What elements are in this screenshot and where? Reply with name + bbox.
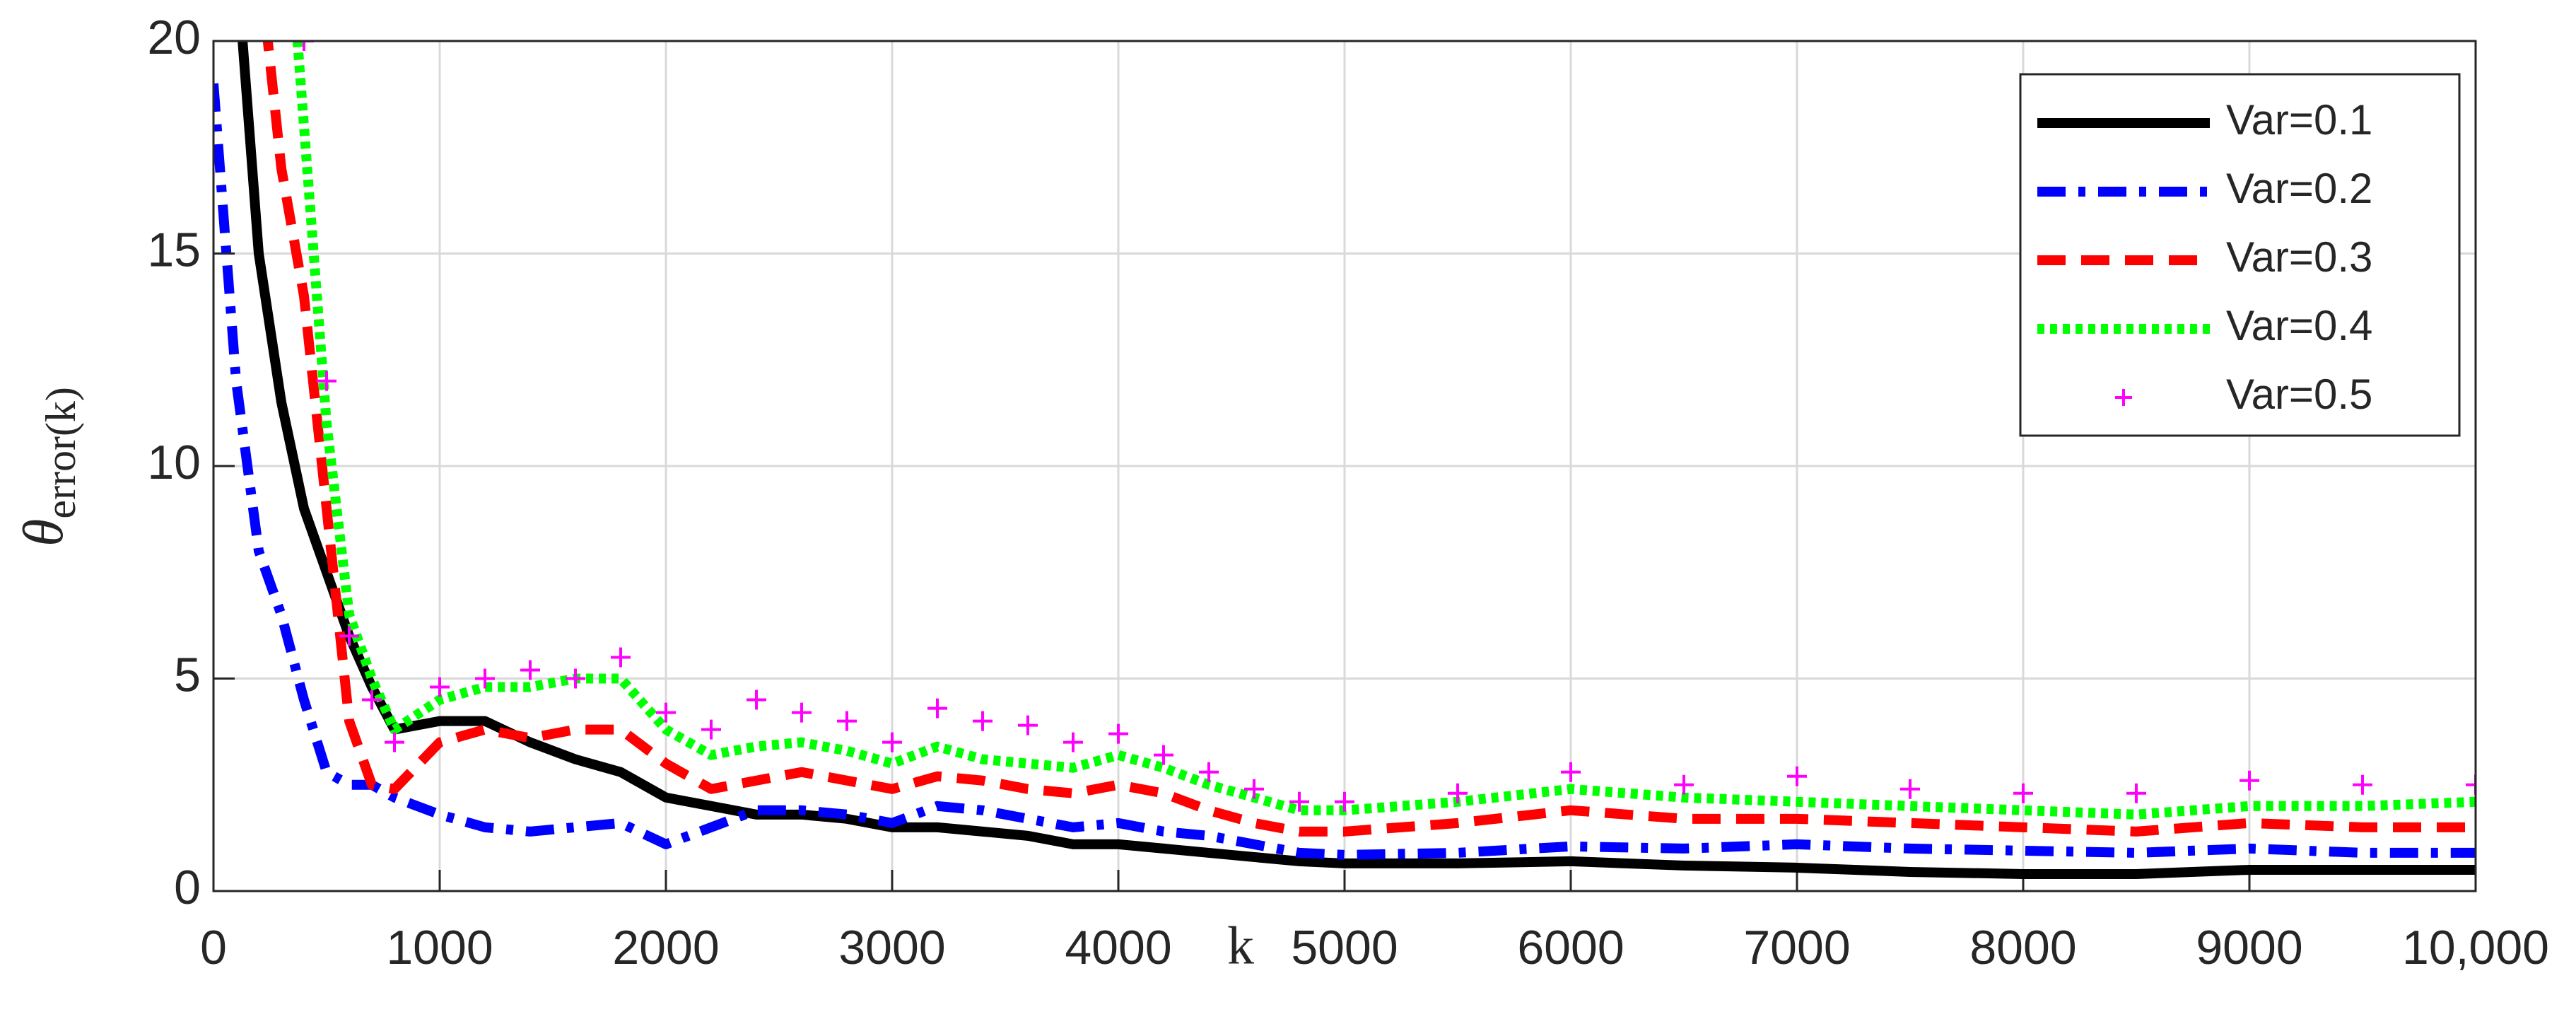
y-axis-label-symbol: θ: [13, 519, 75, 547]
data-point: [1199, 762, 1219, 782]
data-point: [475, 668, 495, 689]
data-point: [1063, 732, 1083, 752]
data-point: [1561, 762, 1581, 782]
data-point: [1244, 779, 1264, 799]
series-line: [238, 41, 2476, 879]
x-tick-label: 8000: [1969, 921, 2076, 974]
x-tick-label: 3000: [838, 921, 945, 974]
data-point: [1108, 723, 1128, 744]
legend-box: [2019, 73, 2461, 437]
data-point: [701, 719, 721, 740]
x-tick-label: 5000: [1291, 921, 1398, 974]
x-tick-label: 7000: [1743, 921, 1850, 974]
data-point: [430, 677, 450, 697]
x-tick-label: 2000: [612, 921, 719, 974]
data-point: [362, 690, 382, 710]
data-point: [611, 647, 631, 668]
y-tick-label: 10: [147, 436, 201, 489]
data-point: [2240, 770, 2259, 791]
y-axis-label: θerror(k): [13, 387, 83, 547]
data-point: [1335, 791, 1354, 812]
series-line: [213, 83, 2476, 860]
data-point: [2466, 774, 2476, 795]
y-tick-label: 15: [147, 223, 201, 277]
data-point: [973, 711, 993, 731]
x-tick-label: 0: [200, 921, 227, 974]
data-point: [927, 698, 947, 718]
data-point: [2013, 783, 2033, 803]
legend-label: Var=0.5: [2226, 371, 2372, 418]
y-tick-label: 5: [174, 648, 201, 702]
legend: Var=0.1 Var=0.2 Var=0.3 Var=0.4 Var=0.5: [2019, 73, 2461, 437]
x-tick-label: 10,000: [2402, 921, 2549, 974]
legend-label: Var=0.1: [2226, 96, 2372, 144]
data-point: [317, 371, 336, 391]
data-point: [566, 668, 585, 689]
data-point: [1289, 791, 1309, 812]
data-point: [1448, 783, 1468, 803]
y-tick-label: 0: [174, 861, 201, 914]
data-point: [1154, 745, 1173, 765]
y-tick-label: 20: [147, 11, 201, 64]
series-line: [262, 41, 2476, 837]
marks: [213, 41, 2476, 879]
data-point: [882, 732, 902, 752]
data-point: [1018, 715, 1038, 735]
data-point: [837, 711, 857, 731]
legend-label: Var=0.2: [2226, 165, 2372, 212]
x-tick-label: 9000: [2196, 921, 2302, 974]
data-point: [2126, 783, 2146, 803]
x-tick-label: 4000: [1065, 921, 1171, 974]
data-point: [339, 626, 359, 646]
data-point: [385, 732, 404, 752]
data-point: [792, 702, 812, 723]
legend-label: Var=0.3: [2226, 233, 2372, 281]
data-point: [520, 660, 540, 680]
x-axis-label: k: [1227, 916, 1254, 975]
data-point: [1787, 766, 1807, 786]
data-point: [1674, 774, 1694, 795]
data-point: [2353, 774, 2372, 795]
plot-frame: [212, 40, 2477, 892]
legend-label: Var=0.4: [2226, 302, 2372, 349]
x-tick-label: 6000: [1517, 921, 1624, 974]
data-point: [747, 690, 766, 710]
data-point: [1900, 779, 1920, 799]
x-tick-label: 1000: [386, 921, 493, 974]
y-axis-label-subscript: error(k): [37, 387, 84, 519]
data-point: [656, 702, 676, 723]
legend-swatch: [2115, 389, 2132, 406]
data-point: [294, 41, 314, 51]
